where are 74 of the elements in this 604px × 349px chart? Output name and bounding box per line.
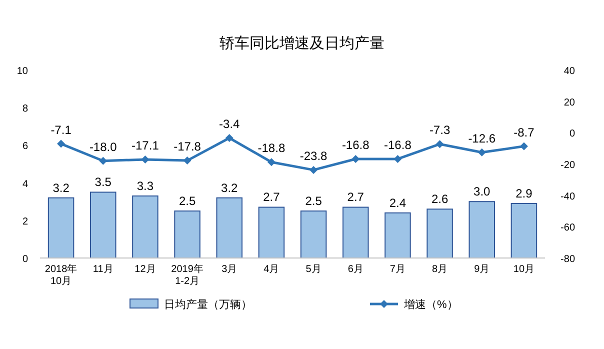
data-label: -18.8 — [258, 141, 286, 156]
point — [183, 156, 192, 165]
data-label: -17.1 — [132, 138, 160, 152]
point — [394, 154, 402, 163]
legend-label: 增速（%） — [403, 298, 458, 311]
y2-tick-label: 20 — [564, 97, 576, 108]
data-label: -7.1 — [50, 122, 72, 137]
bar — [300, 210, 327, 258]
data-label: -7.3 — [429, 123, 450, 138]
point — [267, 158, 276, 166]
x-tick-label: 3月 — [222, 264, 238, 275]
x-tick-label: 4月 — [264, 264, 280, 275]
chart-title: 轿车同比增速及日均产量 — [220, 35, 384, 52]
legend-label: 日均产量（万辆） — [164, 298, 252, 311]
y2-tick-label: 40 — [564, 66, 576, 77]
data-label: 2.9 — [516, 186, 533, 200]
point — [57, 140, 66, 148]
x-tick-label: 9月 — [474, 264, 490, 275]
bar — [174, 210, 200, 258]
x-tick-label: 11月 — [92, 264, 114, 275]
data-label: 3.0 — [474, 184, 491, 199]
data-label: 2.5 — [178, 194, 196, 208]
bar — [384, 212, 411, 258]
data-label: 2.6 — [431, 192, 448, 206]
bar — [510, 202, 538, 258]
data-label: -16.8 — [384, 138, 412, 152]
point — [225, 134, 234, 142]
data-label: 2.7 — [347, 190, 364, 204]
y-tick-label: 0 — [22, 254, 28, 265]
bar — [342, 206, 369, 258]
y-tick-label: 2 — [22, 216, 28, 228]
y2-tick-label: -20 — [560, 160, 576, 171]
x-tick-label: 5月 — [306, 264, 322, 275]
data-label: -3.4 — [219, 116, 240, 131]
y-tick-label: 8 — [22, 104, 28, 115]
bar — [132, 195, 158, 258]
data-label: -23.8 — [300, 148, 328, 163]
data-label: -12.6 — [468, 131, 496, 146]
point — [478, 148, 486, 156]
y2-tick-label: -60 — [560, 222, 576, 234]
x-tick-label: 8月 — [432, 264, 448, 275]
data-label: 3.3 — [136, 178, 154, 193]
data-label: -17.8 — [174, 140, 202, 154]
x-tick-label: 7月 — [390, 264, 406, 275]
y-tick-label: 6 — [22, 141, 28, 152]
data-label: -16.8 — [342, 138, 370, 152]
x-tick-label: 12月 — [134, 264, 156, 275]
data-label: 3.5 — [94, 175, 112, 190]
bar — [90, 192, 116, 258]
point — [436, 140, 444, 148]
bar — [426, 208, 453, 258]
data-label: -8.7 — [514, 125, 535, 140]
data-label: -18.0 — [89, 140, 118, 154]
bar — [258, 206, 285, 258]
y2-tick-label: 0 — [569, 128, 576, 140]
point — [141, 155, 150, 164]
x-tick-label: 2018年 10月 — [44, 263, 78, 287]
x-tick-label: 2019年 1-2月 — [171, 263, 204, 287]
data-label: 2.4 — [389, 196, 406, 210]
data-label: 3.2 — [52, 180, 70, 195]
x-tick-label: 10月 — [513, 264, 535, 275]
point — [310, 166, 318, 174]
y-tick-label: 4 — [22, 178, 28, 190]
data-label: 3.2 — [221, 180, 238, 195]
data-label: 2.5 — [305, 194, 322, 208]
data-label: 2.7 — [263, 190, 280, 204]
y-tick-label: 10 — [16, 66, 28, 77]
x-tick-label: 6月 — [348, 264, 364, 275]
y2-tick-label: -40 — [560, 191, 576, 202]
point — [520, 142, 528, 150]
bar — [216, 197, 242, 258]
bar — [468, 201, 495, 258]
y2-tick-label: -80 — [560, 254, 576, 265]
bar — [48, 197, 74, 258]
